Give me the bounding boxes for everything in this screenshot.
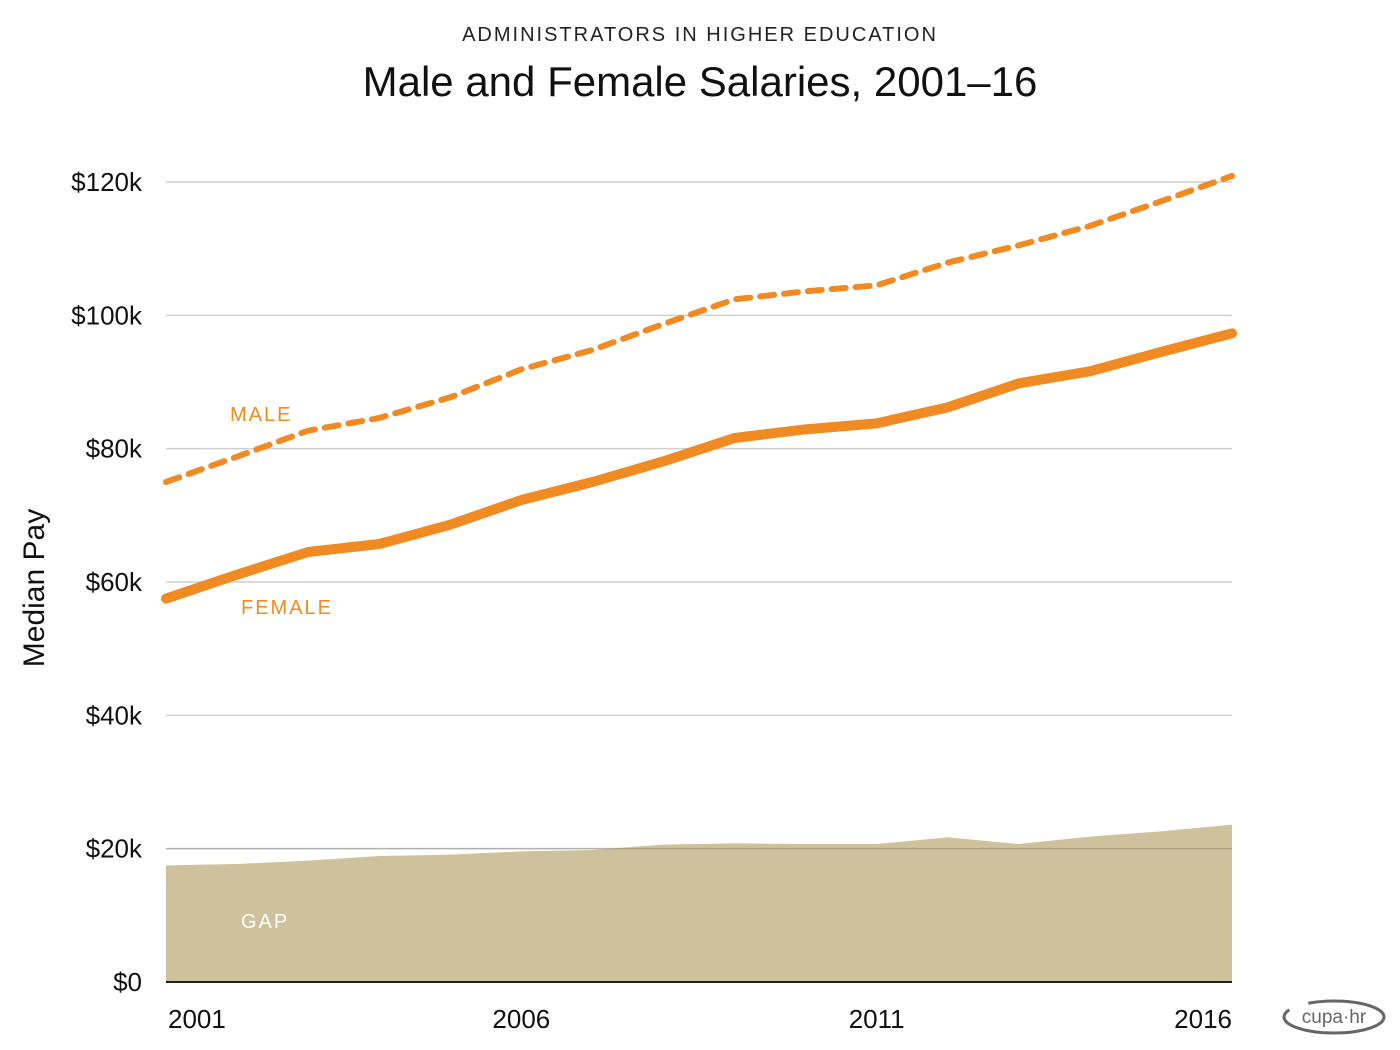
y-axis-label: Median Pay <box>18 509 51 667</box>
y-tick-label: $100k <box>71 300 143 330</box>
series-lines <box>161 173 1237 604</box>
y-tick-label: $0 <box>113 967 142 997</box>
female-line <box>161 328 1237 604</box>
logo-text: cupa·hr <box>1302 1007 1367 1028</box>
y-tick-label: $80k <box>86 434 143 464</box>
gridlines <box>166 181 1232 850</box>
x-axis-ticks: 2001 2006 2011 2016 <box>168 1004 1232 1034</box>
male-series-label: MALE <box>230 404 292 426</box>
chart-subtitle: ADMINISTRATORS IN HIGHER EDUCATION <box>462 24 938 46</box>
y-tick-label: $60k <box>86 567 143 597</box>
y-tick-label: $20k <box>86 834 143 864</box>
x-tick-label: 2016 <box>1174 1004 1232 1034</box>
chart-title: Male and Female Salaries, 2001–16 <box>362 58 1038 105</box>
y-tick-label: $40k <box>86 700 143 730</box>
gap-area-group <box>166 824 1232 983</box>
x-tick-label: 2011 <box>849 1004 905 1034</box>
y-tick-label: $120k <box>71 167 143 197</box>
cupa-hr-logo: cupa·hr <box>1282 999 1386 1035</box>
x-tick-label: 2001 <box>168 1004 226 1034</box>
gap-series-label: GAP <box>241 911 289 933</box>
male-line <box>163 173 1235 485</box>
female-series-label: FEMALE <box>241 597 333 619</box>
gap-area <box>166 824 1232 982</box>
x-tick-label: 2006 <box>492 1004 550 1034</box>
y-axis-ticks: $0 $20k $40k $60k $80k $100k $120k <box>71 167 143 997</box>
